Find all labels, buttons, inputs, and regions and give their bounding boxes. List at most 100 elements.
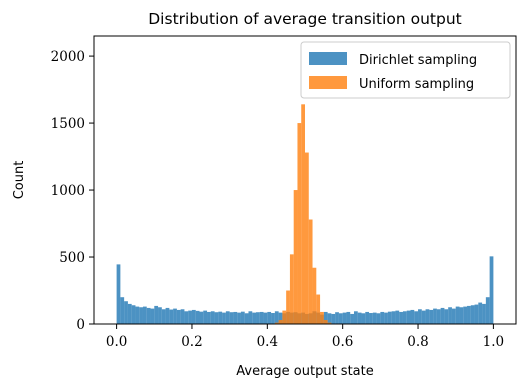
bar-series-0-bin-61 <box>346 311 351 324</box>
bar-series-0-bin-75 <box>399 311 403 324</box>
bar-series-0-bin-3 <box>127 303 132 324</box>
bar-series-0-bin-89 <box>451 308 456 324</box>
bar-series-0-bin-14 <box>169 309 174 324</box>
bar-series-1-bin-10 <box>312 267 317 324</box>
bar-series-0-bin-65 <box>361 313 366 324</box>
bar-series-0-bin-99 <box>489 256 494 324</box>
bar-series-0-bin-76 <box>402 311 407 324</box>
x-tick-label: 0.8 <box>407 334 428 350</box>
bar-series-0-bin-33 <box>240 311 245 324</box>
bar-series-1-bin-13 <box>323 319 328 324</box>
bar-series-0-bin-95 <box>474 304 479 324</box>
legend: Dirichlet sampling Uniform sampling <box>300 41 511 99</box>
x-tick-label: 0.2 <box>181 334 202 350</box>
bar-series-0-bin-82 <box>425 309 430 324</box>
bar-series-0-bin-72 <box>387 311 392 324</box>
bar-series-0-bin-57 <box>331 313 336 324</box>
y-tick-label: 1500 <box>51 116 85 132</box>
bar-series-1-bin-11 <box>316 294 321 324</box>
bar-series-0-bin-6 <box>139 307 143 324</box>
x-axis-label: Average output state <box>236 364 373 379</box>
bar-series-0-bin-98 <box>485 297 490 324</box>
y-axis-label: Count <box>12 161 27 200</box>
bar-series-0-bin-20 <box>191 309 196 324</box>
bar-series-0-bin-28 <box>222 312 226 324</box>
bar-series-0-bin-55 <box>323 311 328 324</box>
bar-series-0-bin-25 <box>210 311 215 324</box>
bar-series-0-bin-8 <box>146 307 151 324</box>
bar-series-0-bin-27 <box>218 311 223 324</box>
bar-series-0-bin-41 <box>271 313 275 324</box>
legend-label-dirichlet: Dirichlet sampling <box>359 53 477 68</box>
y-tick-label: 1000 <box>51 183 85 199</box>
ticks-layer: 0.0 0.2 0.4 0.6 0.8 1.0 0 500 1000 1500 2000 <box>51 49 504 350</box>
bar-series-0-bin-0 <box>116 264 121 324</box>
bar-series-0-bin-68 <box>372 312 377 324</box>
bar-series-0-bin-16 <box>176 309 181 324</box>
plot-frame <box>93 35 517 325</box>
bar-series-0-bin-85 <box>436 309 441 324</box>
legend-box <box>300 41 511 99</box>
bar-series-0-bin-38 <box>259 311 264 324</box>
bar-series-0-bin-26 <box>214 312 219 324</box>
bar-series-0-bin-30 <box>229 312 234 324</box>
bar-series-0-bin-86 <box>440 307 445 324</box>
bar-series-0-bin-43 <box>278 312 283 324</box>
y-tick-label: 0 <box>76 317 85 333</box>
bar-series-1-bin-9 <box>308 219 313 324</box>
bar-series-0-bin-32 <box>237 312 241 324</box>
bar-series-0-bin-9 <box>150 308 155 324</box>
bar-series-0-bin-64 <box>357 312 362 324</box>
bar-series-1-bin-6 <box>297 123 302 325</box>
bar-series-0-bin-97 <box>482 303 486 324</box>
bar-series-0-bin-15 <box>173 308 177 324</box>
bar-series-0-bin-66 <box>365 311 370 324</box>
bar-series-0-bin-22 <box>199 311 204 324</box>
bar-series-0-bin-7 <box>142 306 147 324</box>
bar-series-0-bin-71 <box>384 312 388 324</box>
bar-series-0-bin-88 <box>448 307 452 324</box>
bar-series-0-bin-67 <box>369 313 373 324</box>
x-tick-label: 0.6 <box>332 334 353 350</box>
bar-series-0-bin-19 <box>188 310 192 324</box>
legend-label-uniform: Uniform sampling <box>359 77 474 92</box>
bar-series-0-bin-94 <box>470 305 475 324</box>
bar-series-0-bin-23 <box>203 310 208 324</box>
x-tick-label: 0.4 <box>257 334 278 350</box>
bar-series-0-bin-87 <box>444 309 449 324</box>
bar-series-1-bin-5 <box>293 190 298 324</box>
bar-series-0-bin-58 <box>335 312 339 324</box>
bar-series-0-bin-84 <box>433 308 437 324</box>
bar-series-0-bin-13 <box>165 307 170 324</box>
bar-series-0-bin-12 <box>161 309 166 324</box>
bar-series-0-bin-35 <box>248 311 253 324</box>
bar-series-0-bin-4 <box>131 305 136 324</box>
x-tick-label: 1.0 <box>483 334 504 350</box>
legend-swatch-uniform <box>309 76 347 89</box>
bar-series-0-bin-79 <box>414 311 419 324</box>
bar-series-0-bin-83 <box>429 309 434 324</box>
bar-series-0-bin-37 <box>256 312 260 324</box>
bar-series-0-bin-36 <box>252 312 257 324</box>
bar-series-0-bin-34 <box>244 313 249 324</box>
bar-series-0-bin-69 <box>376 313 381 324</box>
bar-series-1-bin-3 <box>286 290 290 324</box>
bar-series-1-bin-1 <box>278 319 283 324</box>
bar-series-0-bin-18 <box>184 311 189 324</box>
bar-series-0-bin-91 <box>459 307 464 324</box>
bar-series-0-bin-31 <box>233 311 238 324</box>
bar-series-1-bin-8 <box>305 152 309 324</box>
y-tick-label: 2000 <box>51 49 85 65</box>
bar-series-0-bin-24 <box>207 311 211 324</box>
bar-series-0-bin-17 <box>180 309 185 324</box>
bar-series-0-bin-1 <box>120 297 125 324</box>
bar-series-0-bin-92 <box>463 306 468 324</box>
bar-series-0-bin-60 <box>342 312 347 324</box>
bar-series-0-bin-39 <box>263 312 268 324</box>
bar-series-0-bin-96 <box>478 302 483 324</box>
bar-series-0-bin-5 <box>135 306 140 324</box>
bar-series-0-bin-63 <box>353 311 358 324</box>
bar-series-0-bin-77 <box>406 310 411 324</box>
